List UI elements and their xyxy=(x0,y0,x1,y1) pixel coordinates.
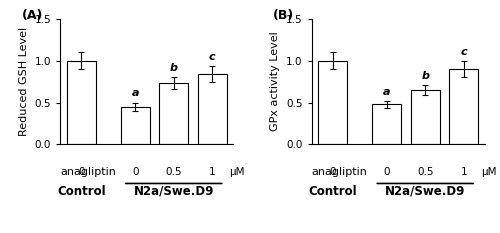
Text: 0: 0 xyxy=(132,167,138,177)
Text: μM: μM xyxy=(481,167,496,177)
Text: a: a xyxy=(383,87,390,97)
Bar xyxy=(120,107,150,144)
Bar xyxy=(160,83,188,144)
Text: 1: 1 xyxy=(460,167,467,177)
Y-axis label: GPx activity Level: GPx activity Level xyxy=(270,32,280,131)
Bar xyxy=(66,61,96,144)
Text: 0.5: 0.5 xyxy=(417,167,434,177)
Text: anagliptin: anagliptin xyxy=(60,167,116,177)
Text: c: c xyxy=(209,52,216,62)
Text: (B): (B) xyxy=(274,9,294,22)
Text: b: b xyxy=(421,71,429,81)
Text: (A): (A) xyxy=(22,9,43,22)
Text: anagliptin: anagliptin xyxy=(312,167,368,177)
Text: N2a/Swe.D9: N2a/Swe.D9 xyxy=(134,185,214,198)
Bar xyxy=(318,61,347,144)
Text: 0: 0 xyxy=(384,167,390,177)
Text: μM: μM xyxy=(230,167,245,177)
Text: c: c xyxy=(460,47,467,57)
Bar xyxy=(372,104,401,144)
Text: b: b xyxy=(170,63,177,73)
Text: N2a/Swe.D9: N2a/Swe.D9 xyxy=(385,185,466,198)
Text: 0.5: 0.5 xyxy=(166,167,182,177)
Text: 0: 0 xyxy=(330,167,336,177)
Bar xyxy=(411,90,440,144)
Text: 1: 1 xyxy=(209,167,216,177)
Text: Control: Control xyxy=(57,185,106,198)
Text: Control: Control xyxy=(308,185,357,198)
Y-axis label: Reduced GSH Level: Reduced GSH Level xyxy=(19,27,29,136)
Text: a: a xyxy=(132,88,139,98)
Bar xyxy=(198,74,226,144)
Bar xyxy=(450,69,478,144)
Text: 0: 0 xyxy=(78,167,84,177)
